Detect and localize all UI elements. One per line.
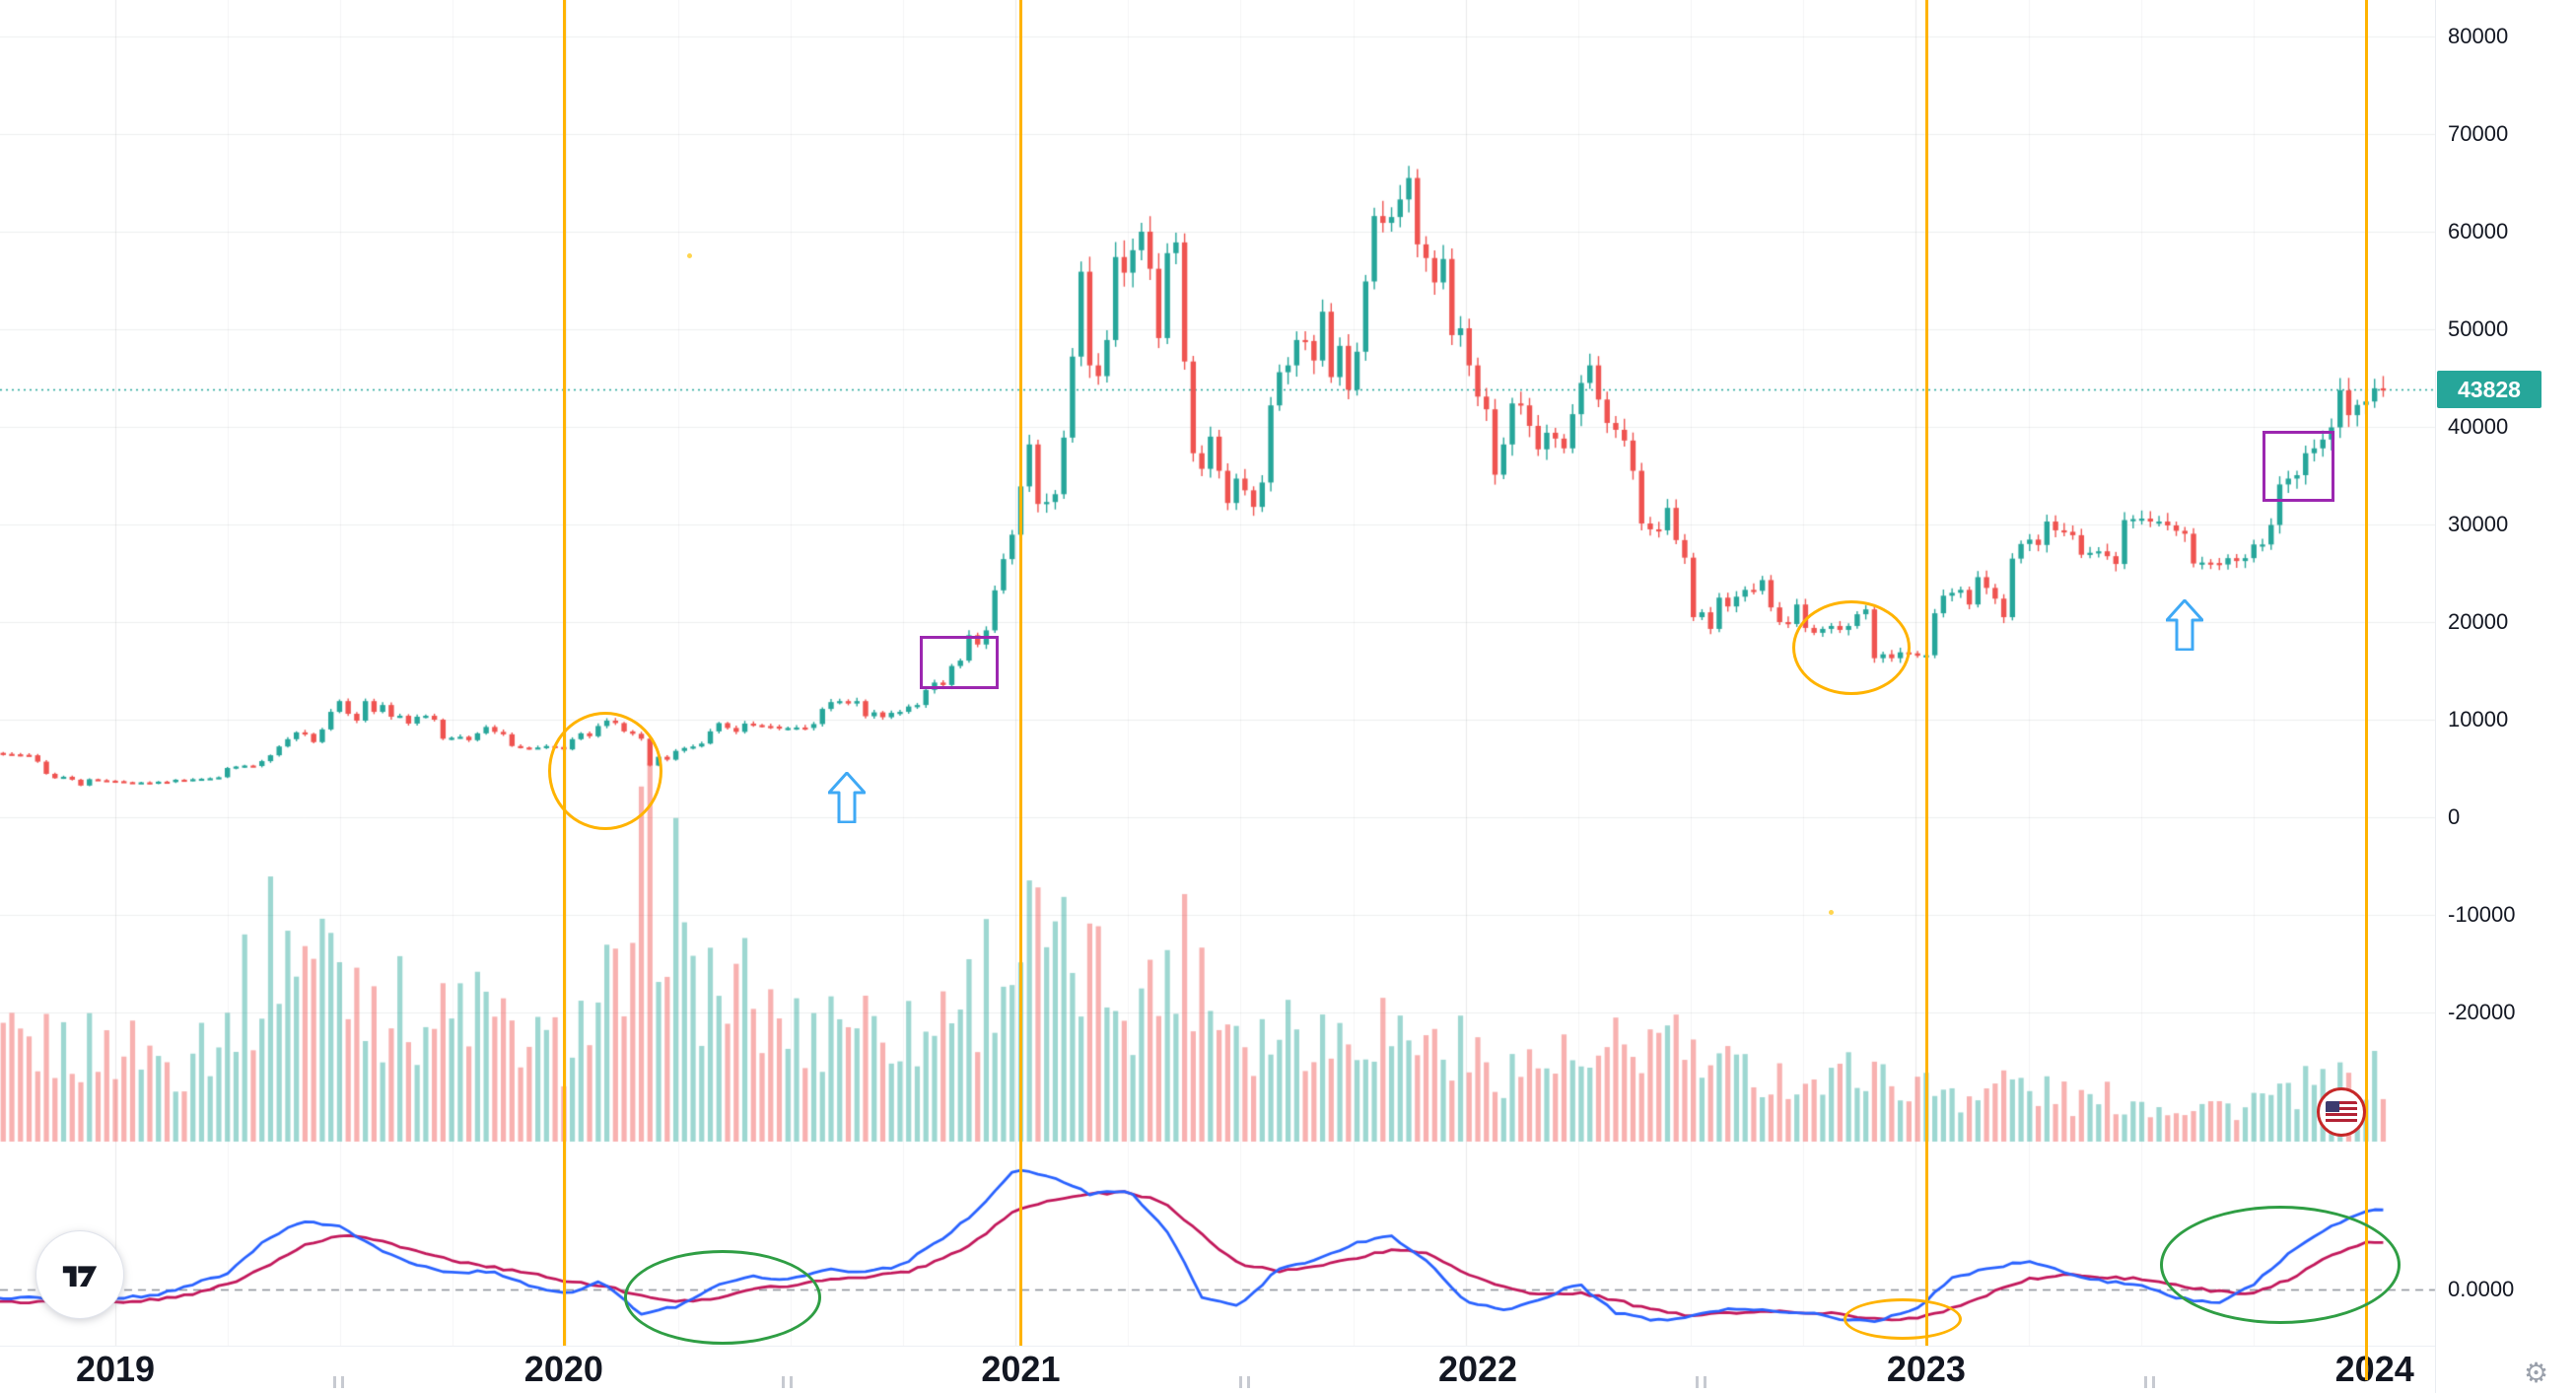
time-axis-year-label: 2021: [981, 1349, 1061, 1389]
price-axis-label: 10000: [2448, 707, 2509, 731]
time-axis-tick: [782, 1376, 786, 1388]
tradingview-logo[interactable]: [35, 1230, 124, 1319]
blue-up-arrow-2023[interactable]: [2166, 599, 2203, 651]
time-axis-tick: [1704, 1376, 1707, 1388]
last-price-badge: 43828: [2437, 371, 2541, 409]
tradingview-logo-icon: [62, 1266, 98, 1287]
yellow-vline-2021[interactable]: [1018, 0, 1022, 1346]
indicator-zero-axis-label: 0.0000: [2448, 1277, 2515, 1301]
time-axis[interactable]: 2019 2020 2021 2022 2023 2024: [0, 1346, 2576, 1393]
price-axis-label: 80000: [2448, 24, 2509, 48]
price-axis-label: 0: [2448, 804, 2461, 829]
yellow-ellipse-indicator-2023[interactable]: [1844, 1298, 1962, 1340]
time-axis-year-label: 2022: [1437, 1349, 1518, 1389]
yellow-vline-2023[interactable]: [1924, 0, 1928, 1346]
time-axis-tick: [341, 1376, 345, 1388]
time-axis-tick: [333, 1376, 337, 1388]
time-axis-year-label: 2019: [75, 1349, 156, 1389]
price-axis-label: 70000: [2448, 121, 2509, 146]
purple-rect-2023-breakout[interactable]: [2263, 431, 2334, 502]
yellow-dot-1: [687, 253, 692, 258]
axis-settings-icon[interactable]: ⚙: [2524, 1358, 2549, 1388]
price-axis-label: 20000: [2448, 609, 2509, 634]
time-axis-tick: [2144, 1376, 2148, 1388]
time-axis-tick: [1238, 1376, 1242, 1388]
purple-rect-2020-breakout[interactable]: [920, 636, 999, 689]
price-axis[interactable]: 43828 0.0000 80000 70000 60000 50000 40000 30…: [2435, 0, 2576, 1393]
yellow-vline-2020[interactable]: [562, 0, 566, 1346]
price-axis-label: 60000: [2448, 219, 2509, 244]
price-axis-label: 50000: [2448, 316, 2509, 341]
green-ellipse-indicator-2020[interactable]: [624, 1250, 821, 1345]
time-axis-tick: [790, 1376, 794, 1388]
time-axis-year-label: 2024: [2334, 1349, 2414, 1389]
us-flag: [2326, 1101, 2357, 1123]
price-axis-label: 40000: [2448, 414, 2509, 439]
yellow-circle-2022-bottom[interactable]: [1792, 600, 1911, 695]
time-axis-year-label: 2023: [1886, 1349, 1966, 1389]
price-axis-label: -10000: [2448, 902, 2516, 927]
price-axis-label: -20000: [2448, 1000, 2516, 1024]
green-ellipse-indicator-2024[interactable]: [2160, 1206, 2401, 1324]
time-axis-year-label: 2020: [523, 1349, 603, 1389]
time-axis-tick: [2152, 1376, 2156, 1388]
time-axis-tick: [1246, 1376, 1250, 1388]
blue-up-arrow-2020[interactable]: [828, 772, 866, 823]
yellow-circle-2020-pullback[interactable]: [548, 712, 662, 830]
yellow-dot-2: [1829, 910, 1834, 915]
time-axis-tick: [1696, 1376, 1700, 1388]
yellow-vline-2024[interactable]: [2364, 0, 2368, 1380]
price-axis-label: 30000: [2448, 512, 2509, 536]
us-flag-marker-icon[interactable]: [2317, 1087, 2366, 1137]
us-flag-canton: [2326, 1101, 2339, 1112]
